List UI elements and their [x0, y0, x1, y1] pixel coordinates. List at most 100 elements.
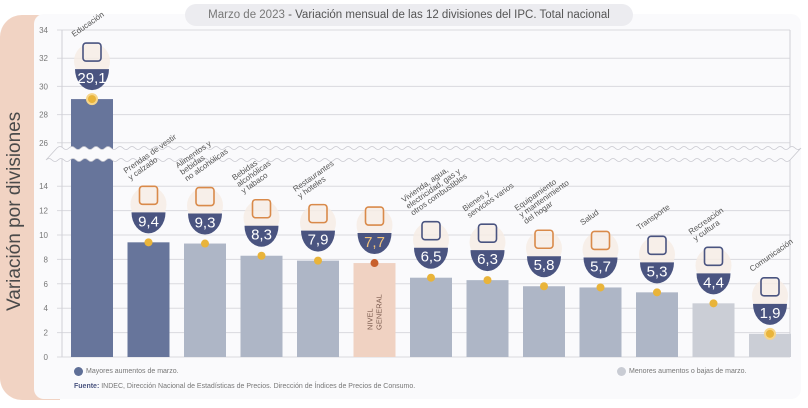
- bottle-icon: [251, 198, 272, 219]
- phone-icon: [760, 277, 780, 297]
- bar: [297, 260, 339, 357]
- y-tick-label: 8: [44, 255, 49, 264]
- value-dot: [370, 259, 379, 268]
- bar: [71, 99, 113, 357]
- value-dot: [766, 329, 774, 338]
- value-label: 4,4: [703, 274, 724, 291]
- washing-machine-icon: [534, 229, 554, 250]
- legend-swatch-mayores: [74, 367, 83, 376]
- value-badge: [414, 247, 448, 269]
- value-dot: [144, 238, 153, 247]
- value-badge: [244, 225, 279, 247]
- y-tick-label: 26: [39, 139, 48, 148]
- value-badge: [470, 250, 505, 272]
- category-label: Transporte: [635, 202, 672, 232]
- value-label: 5,8: [534, 257, 555, 274]
- title-text: Variación mensual de las 12 divisiones d…: [295, 9, 610, 21]
- icon-shape: [138, 185, 159, 206]
- bar: [184, 243, 226, 357]
- value-dot: [88, 95, 96, 104]
- medical-cross-icon: [590, 230, 611, 251]
- category-label: Bebidasalcohólicasy tabaco: [230, 152, 277, 195]
- legend-label-menores: Menores aumentos o bajas de marzo.: [629, 368, 747, 375]
- nivel-general-line: GENERAL: [375, 294, 384, 330]
- value-label: 9,4: [138, 213, 159, 230]
- value-dot: [540, 282, 548, 291]
- icon-shape: [364, 206, 385, 226]
- category-label: Educación: [70, 10, 106, 39]
- y-tick-label: 12: [39, 207, 48, 216]
- value-badge: [301, 230, 335, 252]
- chart-title: Marzo de 2023 - Variación mensual de las…: [185, 4, 633, 26]
- value-label: 1,9: [760, 305, 781, 322]
- category-label: Vivienda, agua,electricidad, gas yotros …: [400, 159, 469, 218]
- icon-shape: [760, 277, 780, 297]
- icon-shape: [308, 203, 328, 224]
- source-note: Fuente: INDEC, Dirección Nacional de Est…: [74, 383, 415, 390]
- bar: [353, 263, 396, 357]
- value-dot: [596, 283, 605, 292]
- value-label: 6,3: [477, 251, 498, 268]
- y-tick-label: 0: [44, 353, 49, 362]
- y-tick-label: 32: [39, 54, 48, 63]
- value-badge: [583, 257, 618, 279]
- value-label: 9,3: [195, 215, 216, 232]
- y-tick-label: 14: [39, 182, 48, 191]
- value-dot: [483, 276, 492, 285]
- bar: [523, 286, 565, 357]
- source-label: Fuente:: [74, 383, 100, 390]
- value-label: 29,1: [77, 70, 106, 87]
- legend-swatch-menores: [617, 367, 626, 376]
- icon-shape: [590, 230, 611, 251]
- category-label: Restaurantesy hoteles: [291, 159, 340, 200]
- category-label: Comunicación: [748, 237, 795, 273]
- value-label: 5,3: [647, 263, 668, 280]
- value-dot: [201, 239, 209, 248]
- value-label: 5,7: [590, 258, 611, 275]
- book-icon: [82, 42, 102, 62]
- category-label: Alimentos ybebidasno alcohólicas: [174, 134, 230, 184]
- bar: [692, 303, 735, 357]
- value-label: 7,7: [364, 234, 385, 251]
- icon-shape: [477, 223, 498, 243]
- icon-shape: [421, 220, 441, 241]
- food-icon: [195, 186, 215, 207]
- category-label: Equipamientoy mantenimientodel hogar: [513, 171, 576, 225]
- category-label-line: Educación: [70, 10, 106, 39]
- title-date: Marzo de 2023: [208, 9, 285, 21]
- category-label-line: Comunicación: [748, 237, 795, 273]
- value-dot: [653, 288, 661, 297]
- bar: [466, 280, 509, 357]
- category-label: Bienes yservicios varios: [461, 174, 516, 219]
- value-badge: [131, 212, 166, 234]
- value-badge: [696, 273, 731, 295]
- value-label: 7,9: [308, 232, 329, 249]
- y-tick-label: 28: [39, 111, 48, 120]
- axis-break: [45, 146, 802, 162]
- bar: [749, 333, 791, 357]
- car-icon: [647, 235, 667, 256]
- legend-menores: Menores aumentos o bajas de marzo.: [617, 367, 747, 376]
- value-badge: [527, 256, 561, 278]
- icon-shape: [647, 235, 667, 256]
- umbrella-icon: [703, 246, 724, 267]
- lightbulb-icon: [421, 220, 441, 241]
- y-tick-label: 10: [39, 231, 48, 240]
- value-badge: [75, 69, 109, 91]
- bar: [579, 287, 622, 357]
- clothing-icon: [138, 185, 159, 206]
- y-tick-label: 6: [44, 280, 49, 289]
- value-dot: [257, 251, 266, 260]
- icon-shape: [195, 186, 215, 207]
- bar: [127, 242, 170, 357]
- value-badge: [188, 213, 222, 235]
- bar: [240, 255, 283, 357]
- category-label: Recreacióny cultura: [687, 206, 730, 243]
- y-tick-label: 2: [44, 329, 49, 338]
- y-tick-label: 30: [39, 82, 48, 91]
- legend-label-mayores: Mayores aumentos de marzo.: [86, 368, 179, 375]
- nivel-general-line: NIVEL: [366, 308, 375, 330]
- category-label-line: Transporte: [635, 202, 672, 232]
- nivel-general-label: NIVELGENERAL: [366, 294, 384, 330]
- value-dot: [427, 273, 435, 282]
